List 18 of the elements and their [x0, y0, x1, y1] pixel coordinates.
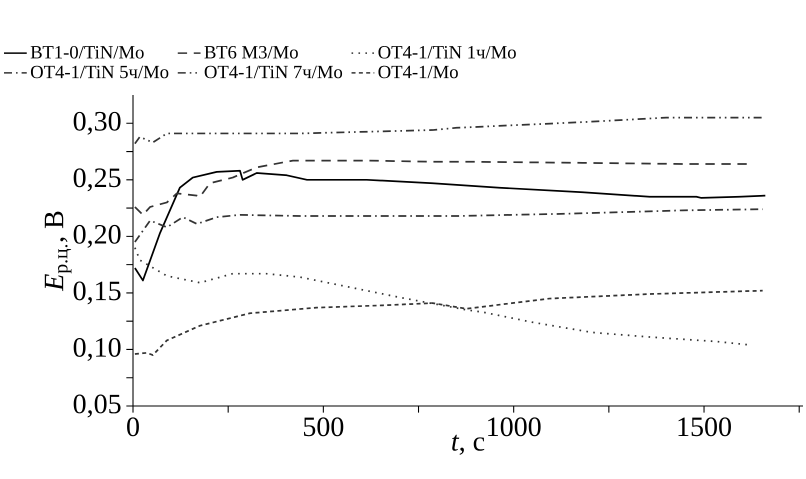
- legend-label: ВТ1-0/TiN/Mo: [30, 46, 144, 59]
- y-tick-label: 0,05: [74, 394, 121, 418]
- y-tick-label: 0,30: [74, 112, 121, 135]
- y-axis-title: E$_{р.ц.}$, В: [44, 212, 72, 292]
- x-tick-label: 1000: [488, 417, 541, 436]
- legend-label: ОТ4-1/TiN 5ч/Mo: [30, 66, 168, 78]
- legend-label: ОТ4-1/TiN 1ч/Mo: [378, 46, 516, 59]
- x-tick-label: 0: [127, 417, 139, 436]
- y-tick-label: 0,20: [74, 224, 121, 248]
- y-tick-label: 0,10: [74, 338, 121, 361]
- legend-label: ОТ4-1/TiN 7ч/Mo: [204, 66, 342, 78]
- x-tick-label: 500: [304, 417, 344, 436]
- legend-label: ВТ6 М3/Mo: [204, 46, 298, 59]
- legend-label: ОТ4-1/Mo: [378, 66, 458, 78]
- y-tick-label: 0,25: [74, 168, 121, 192]
- x-tick-label: 1500: [678, 417, 731, 436]
- x-axis-title: t, с: [452, 434, 484, 455]
- y-tick-label: 0,15: [74, 281, 121, 304]
